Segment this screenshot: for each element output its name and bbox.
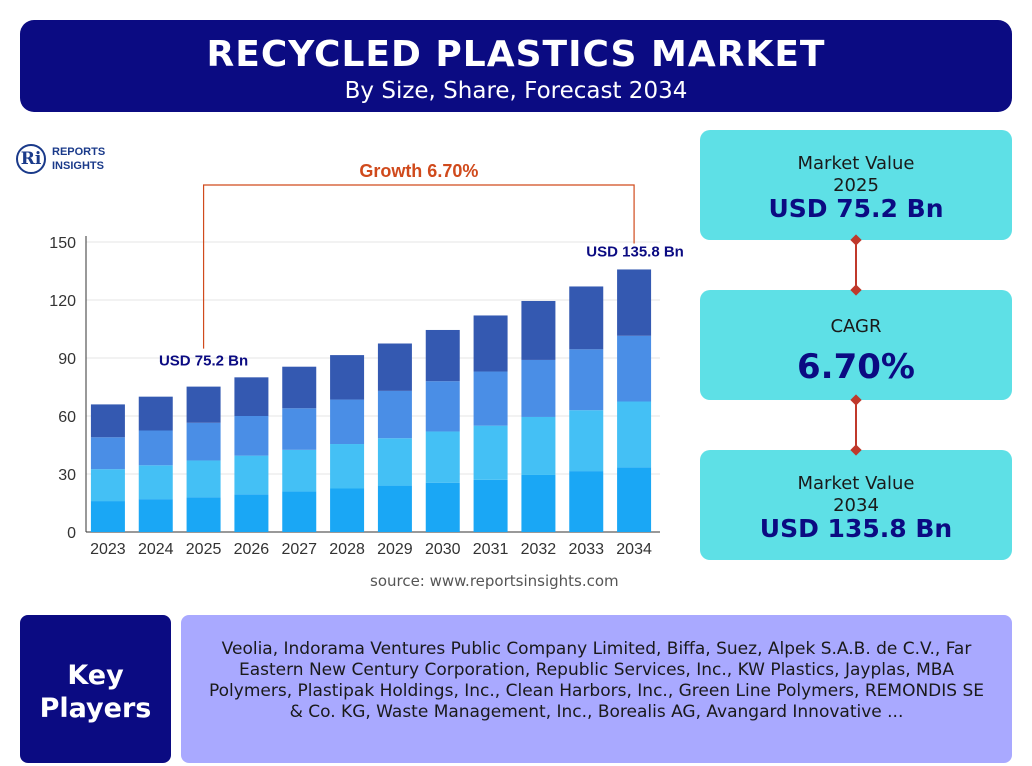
logo-mark: Ri (16, 144, 46, 174)
bar-segment (569, 471, 604, 532)
connector-line-top (855, 240, 857, 290)
x-tick-label: 2031 (473, 541, 509, 558)
y-tick-label: 90 (58, 351, 76, 368)
bar-segment (425, 431, 460, 483)
cagr-value: 6.70% (797, 347, 915, 387)
page-subtitle: By Size, Share, Forecast 2034 (344, 78, 688, 104)
market-value-2034-label: Market Value (797, 473, 915, 494)
key-players-list-box: Veolia, Indorama Ventures Public Company… (181, 615, 1012, 763)
bar-segment (473, 315, 508, 372)
key-players-list: Veolia, Indorama Ventures Public Company… (209, 639, 984, 722)
y-tick-label: 120 (49, 293, 76, 310)
logo-text: REPORTS INSIGHTS (52, 146, 106, 172)
x-tick-label: 2025 (186, 541, 222, 558)
y-tick-label: 150 (49, 235, 76, 252)
bar-segment (425, 381, 460, 432)
bar-segment (330, 444, 365, 489)
bar-segment (473, 425, 508, 480)
bar-segment (569, 286, 604, 350)
x-tick-label: 2033 (568, 541, 604, 558)
y-tick-label: 0 (67, 525, 76, 542)
market-value-2034-year: 2034 (833, 495, 879, 516)
bar-segment (617, 335, 652, 402)
bar-segment (186, 460, 221, 498)
bar-segment (330, 355, 365, 400)
page-title: RECYCLED PLASTICS MARKET (206, 34, 826, 75)
stacked-bar-chart: 0 30 60 90 120 150 2023 2024 2025 2026 2027 2028 202… (49, 161, 684, 558)
bar-segment (377, 438, 412, 486)
bar-segment (473, 479, 508, 532)
bar-segment (90, 501, 125, 532)
bar-segment (617, 467, 652, 532)
market-value-2034-card: Market Value 2034 USD 135.8 Bn (700, 450, 1012, 560)
x-tick-label: 2029 (377, 541, 413, 558)
bar-segment (90, 469, 125, 502)
bar-segment (138, 499, 173, 532)
market-value-2025-card: Market Value 2025 USD 75.2 Bn (700, 130, 1012, 240)
bar-segment (138, 465, 173, 500)
x-tick-label: 2026 (234, 541, 270, 558)
market-value-2025-label: Market Value (797, 153, 915, 174)
bar-segment (282, 449, 317, 492)
title-banner: RECYCLED PLASTICS MARKET By Size, Share,… (20, 20, 1012, 112)
bar-segment (90, 404, 125, 438)
bar-segment (425, 482, 460, 532)
market-value-2025-year: 2025 (833, 175, 879, 196)
bar-segment (473, 371, 508, 426)
x-tick-label: 2023 (90, 541, 126, 558)
bar-segment (330, 488, 365, 532)
x-tick-label: 2028 (329, 541, 365, 558)
growth-bracket (202, 184, 635, 349)
bar-segment (234, 377, 269, 416)
bar-segment (234, 494, 269, 532)
source-note: source: www.reportsinsights.com (370, 572, 619, 590)
bar-segment (138, 430, 173, 466)
connector-line-bottom (855, 400, 857, 450)
bar-segment (521, 300, 556, 360)
bar-segment (377, 485, 412, 532)
bar-segment (90, 437, 125, 470)
end-value-label: USD 135.8 Bn (586, 243, 684, 260)
bar-segment (521, 359, 556, 417)
cagr-label: CAGR (830, 316, 882, 337)
bar-segment (330, 399, 365, 445)
bar-segment (521, 416, 556, 475)
x-tick-label: 2024 (138, 541, 174, 558)
bar-segment (521, 474, 556, 532)
x-tick-label: 2034 (616, 541, 652, 558)
market-value-2034-value: USD 135.8 Bn (759, 514, 953, 543)
key-players-label-box: Key Players (20, 615, 171, 763)
x-tick-label: 2027 (281, 541, 317, 558)
market-value-2025-value: USD 75.2 Bn (768, 194, 944, 223)
bar-segment (569, 410, 604, 472)
bar-segment (186, 386, 221, 423)
bar-segment (282, 491, 317, 532)
growth-label: Growth 6.70% (359, 161, 478, 181)
x-tick-label: 2030 (425, 541, 461, 558)
bar-segment (425, 329, 460, 382)
bar-segment (377, 390, 412, 439)
bar-segment (234, 455, 269, 495)
bar-segment (377, 343, 412, 391)
key-players-label: Key Players (39, 660, 152, 724)
y-tick-label: 60 (58, 409, 76, 426)
bar-segment (617, 401, 652, 468)
bar-segment (569, 349, 604, 411)
cagr-card: CAGR 6.70% (700, 290, 1012, 400)
bar-segment (282, 366, 317, 409)
bar-segment (186, 497, 221, 532)
bar-segment (186, 422, 221, 461)
start-value-label: USD 75.2 Bn (159, 353, 248, 370)
x-tick-label: 2032 (521, 541, 557, 558)
bar-segment (617, 269, 652, 336)
bar-segment (138, 396, 173, 431)
bar-segment (234, 416, 269, 456)
bar-segment (282, 408, 317, 450)
y-tick-label: 30 (58, 467, 76, 484)
